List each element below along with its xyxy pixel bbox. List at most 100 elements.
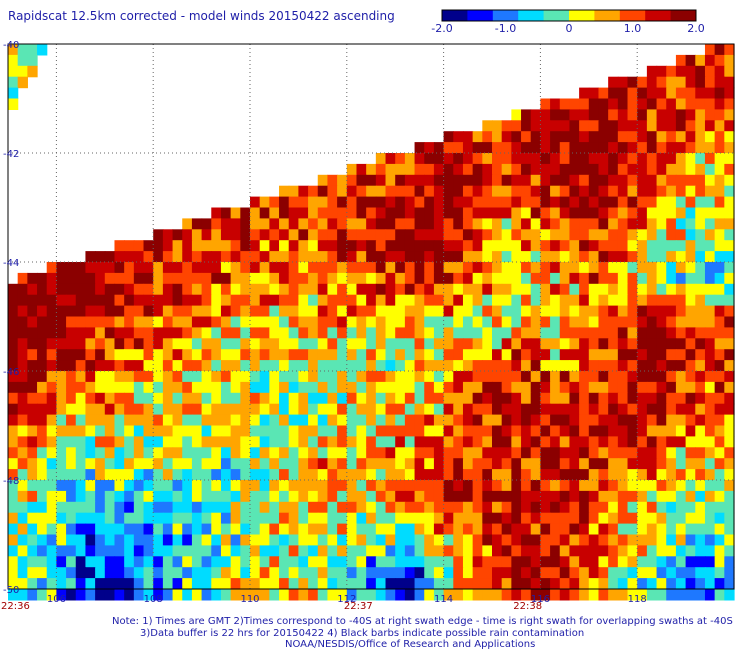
data-cell [559, 218, 571, 230]
data-cell [404, 272, 416, 285]
data-cell [85, 262, 96, 274]
data-cell [395, 381, 406, 394]
data-cell [550, 360, 561, 372]
data-cell [66, 589, 77, 601]
data-cell [288, 556, 299, 568]
data-cell [685, 305, 696, 318]
data-cell [75, 316, 87, 328]
data-cell [685, 294, 696, 307]
data-cell [695, 272, 706, 285]
data-cell [114, 534, 125, 546]
data-cell [104, 305, 116, 318]
data-cell [559, 196, 571, 209]
data-cell [588, 87, 600, 100]
data-cell [153, 414, 164, 427]
data-cell [124, 316, 135, 328]
data-cell [608, 371, 619, 383]
data-cell [172, 436, 183, 448]
data-cell [472, 523, 483, 536]
data-cell [588, 512, 600, 525]
data-cell [598, 196, 609, 209]
data-cell [627, 414, 638, 427]
data-cell [714, 501, 725, 514]
data-cell [75, 480, 87, 492]
data-cell [337, 207, 348, 219]
data-cell [259, 218, 270, 230]
data-cell [385, 207, 396, 219]
data-cell [250, 556, 261, 568]
data-cell [462, 458, 474, 470]
data-cell [559, 469, 571, 481]
data-cell [220, 262, 232, 274]
data-cell [714, 54, 725, 67]
data-cell [675, 425, 687, 437]
data-cell [259, 229, 270, 241]
data-cell [511, 174, 522, 187]
data-cell [17, 480, 28, 492]
colorbar-segment [569, 10, 595, 21]
data-cell [85, 272, 96, 285]
data-cell [172, 371, 183, 383]
data-cell [675, 534, 687, 546]
data-cell [501, 578, 512, 590]
data-cell [724, 54, 735, 67]
data-cell [356, 414, 367, 427]
data-cell [414, 327, 425, 339]
data-cell [462, 251, 474, 263]
data-cell [230, 283, 241, 296]
data-cell [17, 403, 28, 416]
data-cell [269, 240, 280, 252]
data-cell [530, 251, 541, 263]
data-cell [685, 469, 696, 481]
data-cell [646, 153, 658, 165]
data-cell [220, 458, 232, 470]
data-cell [714, 294, 725, 307]
data-cell [530, 403, 541, 416]
data-cell [540, 120, 551, 132]
data-cell [17, 414, 28, 427]
data-cell [433, 371, 445, 383]
data-cell [220, 327, 232, 339]
data-cell [114, 458, 125, 470]
data-cell [482, 589, 493, 601]
data-cell [501, 272, 512, 285]
data-cell [327, 294, 338, 307]
data-cell [356, 327, 367, 339]
data-cell [327, 229, 338, 241]
data-cell [492, 556, 503, 568]
data-cell [569, 163, 580, 176]
data-cell [404, 425, 416, 437]
data-cell [104, 545, 116, 557]
data-cell [37, 392, 48, 405]
time-label: 22:38 [513, 601, 542, 612]
data-cell [424, 218, 435, 230]
data-cell [550, 272, 561, 285]
data-cell [191, 316, 203, 328]
data-cell [298, 578, 309, 590]
data-cell [462, 283, 474, 296]
data-cell [104, 589, 116, 601]
data-cell [501, 338, 512, 350]
data-cell [424, 240, 435, 252]
data-cell [172, 240, 183, 252]
x-tick-label: 112 [337, 594, 356, 605]
data-cell [27, 272, 38, 285]
data-cell [540, 327, 551, 339]
data-cell [608, 458, 619, 470]
data-cell [521, 316, 532, 328]
data-cell [453, 185, 464, 198]
data-cell [685, 240, 696, 252]
data-cell [637, 501, 648, 514]
data-cell [259, 589, 270, 601]
data-cell [114, 447, 125, 459]
data-cell [433, 174, 445, 187]
data-cell [666, 207, 677, 219]
data-cell [211, 218, 222, 230]
data-cell [346, 305, 358, 318]
data-cell [66, 262, 77, 274]
data-cell [404, 185, 416, 198]
data-cell [637, 523, 648, 536]
data-cell [714, 283, 725, 296]
data-cell [385, 153, 396, 165]
data-cell [37, 447, 48, 459]
